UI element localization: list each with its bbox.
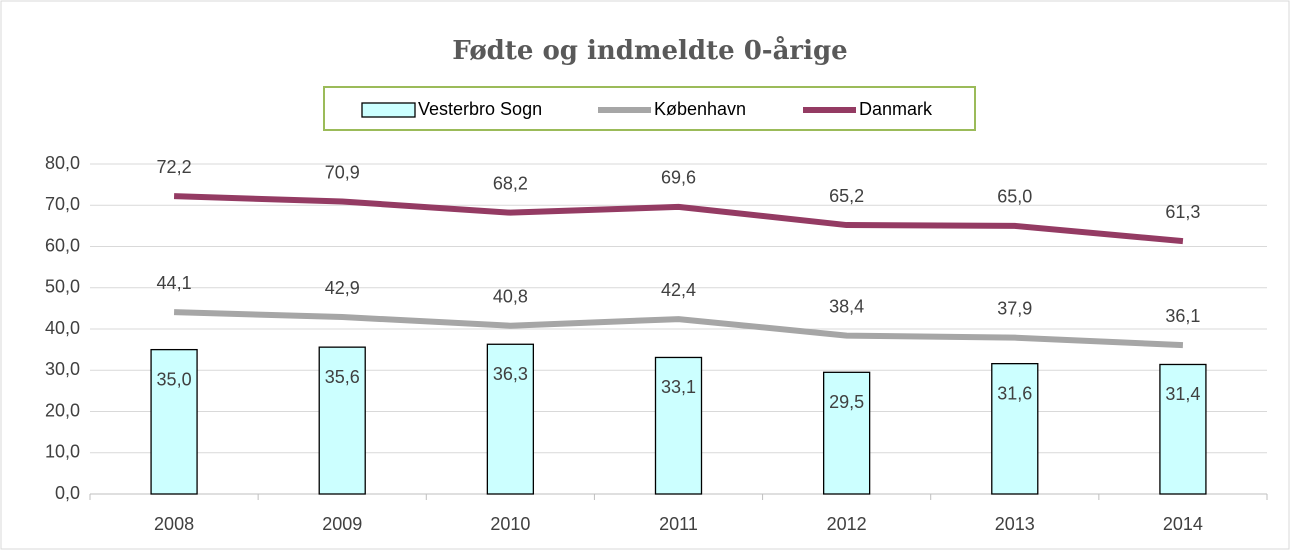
legend-label: Danmark bbox=[859, 99, 933, 119]
data-label: 36,3 bbox=[493, 364, 528, 384]
data-label: 40,8 bbox=[493, 286, 528, 306]
data-label: 31,4 bbox=[1165, 384, 1200, 404]
x-tick-label: 2008 bbox=[154, 514, 194, 534]
line bbox=[173, 309, 1184, 349]
data-label: 29,5 bbox=[829, 392, 864, 412]
data-label: 35,0 bbox=[157, 369, 192, 389]
x-tick-label: 2013 bbox=[995, 514, 1035, 534]
x-tick-label: 2010 bbox=[490, 514, 530, 534]
data-label: 65,2 bbox=[829, 186, 864, 206]
bar bbox=[991, 362, 1039, 495]
y-tick-label: 30,0 bbox=[45, 359, 80, 379]
data-label: 65,0 bbox=[997, 187, 1032, 207]
x-tick-label: 2011 bbox=[659, 514, 698, 534]
x-tick-label: 2014 bbox=[1163, 514, 1203, 534]
data-label: 42,9 bbox=[325, 278, 360, 298]
data-label: 70,9 bbox=[325, 162, 360, 182]
legend-label: Vesterbro Sogn bbox=[418, 99, 542, 119]
bar bbox=[1159, 363, 1207, 495]
data-label: 33,1 bbox=[661, 377, 696, 397]
y-tick-label: 10,0 bbox=[45, 442, 80, 462]
data-label: 69,6 bbox=[661, 168, 696, 188]
data-label: 44,1 bbox=[157, 273, 192, 293]
data-label: 36,1 bbox=[1165, 306, 1200, 326]
y-tick-label: 40,0 bbox=[45, 318, 80, 338]
bar bbox=[486, 343, 535, 495]
y-tick-label: 80,0 bbox=[45, 153, 80, 173]
y-tick-label: 60,0 bbox=[45, 235, 80, 255]
legend-swatch bbox=[361, 102, 416, 118]
y-tick-label: 20,0 bbox=[45, 400, 80, 420]
bar bbox=[822, 371, 871, 495]
bar bbox=[150, 348, 198, 495]
x-tick-label: 2009 bbox=[322, 514, 362, 534]
data-label: 35,6 bbox=[325, 367, 360, 387]
line bbox=[173, 193, 1184, 245]
data-label: 31,6 bbox=[997, 383, 1032, 403]
data-label: 37,9 bbox=[997, 298, 1032, 318]
data-label: 68,2 bbox=[493, 173, 528, 193]
data-label: 38,4 bbox=[829, 296, 864, 316]
y-tick-label: 0,0 bbox=[55, 483, 80, 503]
legend-label: København bbox=[654, 99, 746, 119]
bar bbox=[318, 346, 366, 495]
y-tick-label: 50,0 bbox=[45, 277, 80, 297]
x-tick-label: 2012 bbox=[827, 514, 867, 534]
y-tick-label: 70,0 bbox=[45, 194, 80, 214]
data-label: 42,4 bbox=[661, 280, 696, 300]
bar bbox=[654, 356, 703, 495]
chart-title: Fødte og indmeldte 0-årige bbox=[452, 35, 847, 66]
data-label: 72,2 bbox=[157, 157, 192, 177]
data-label: 61,3 bbox=[1165, 202, 1200, 222]
